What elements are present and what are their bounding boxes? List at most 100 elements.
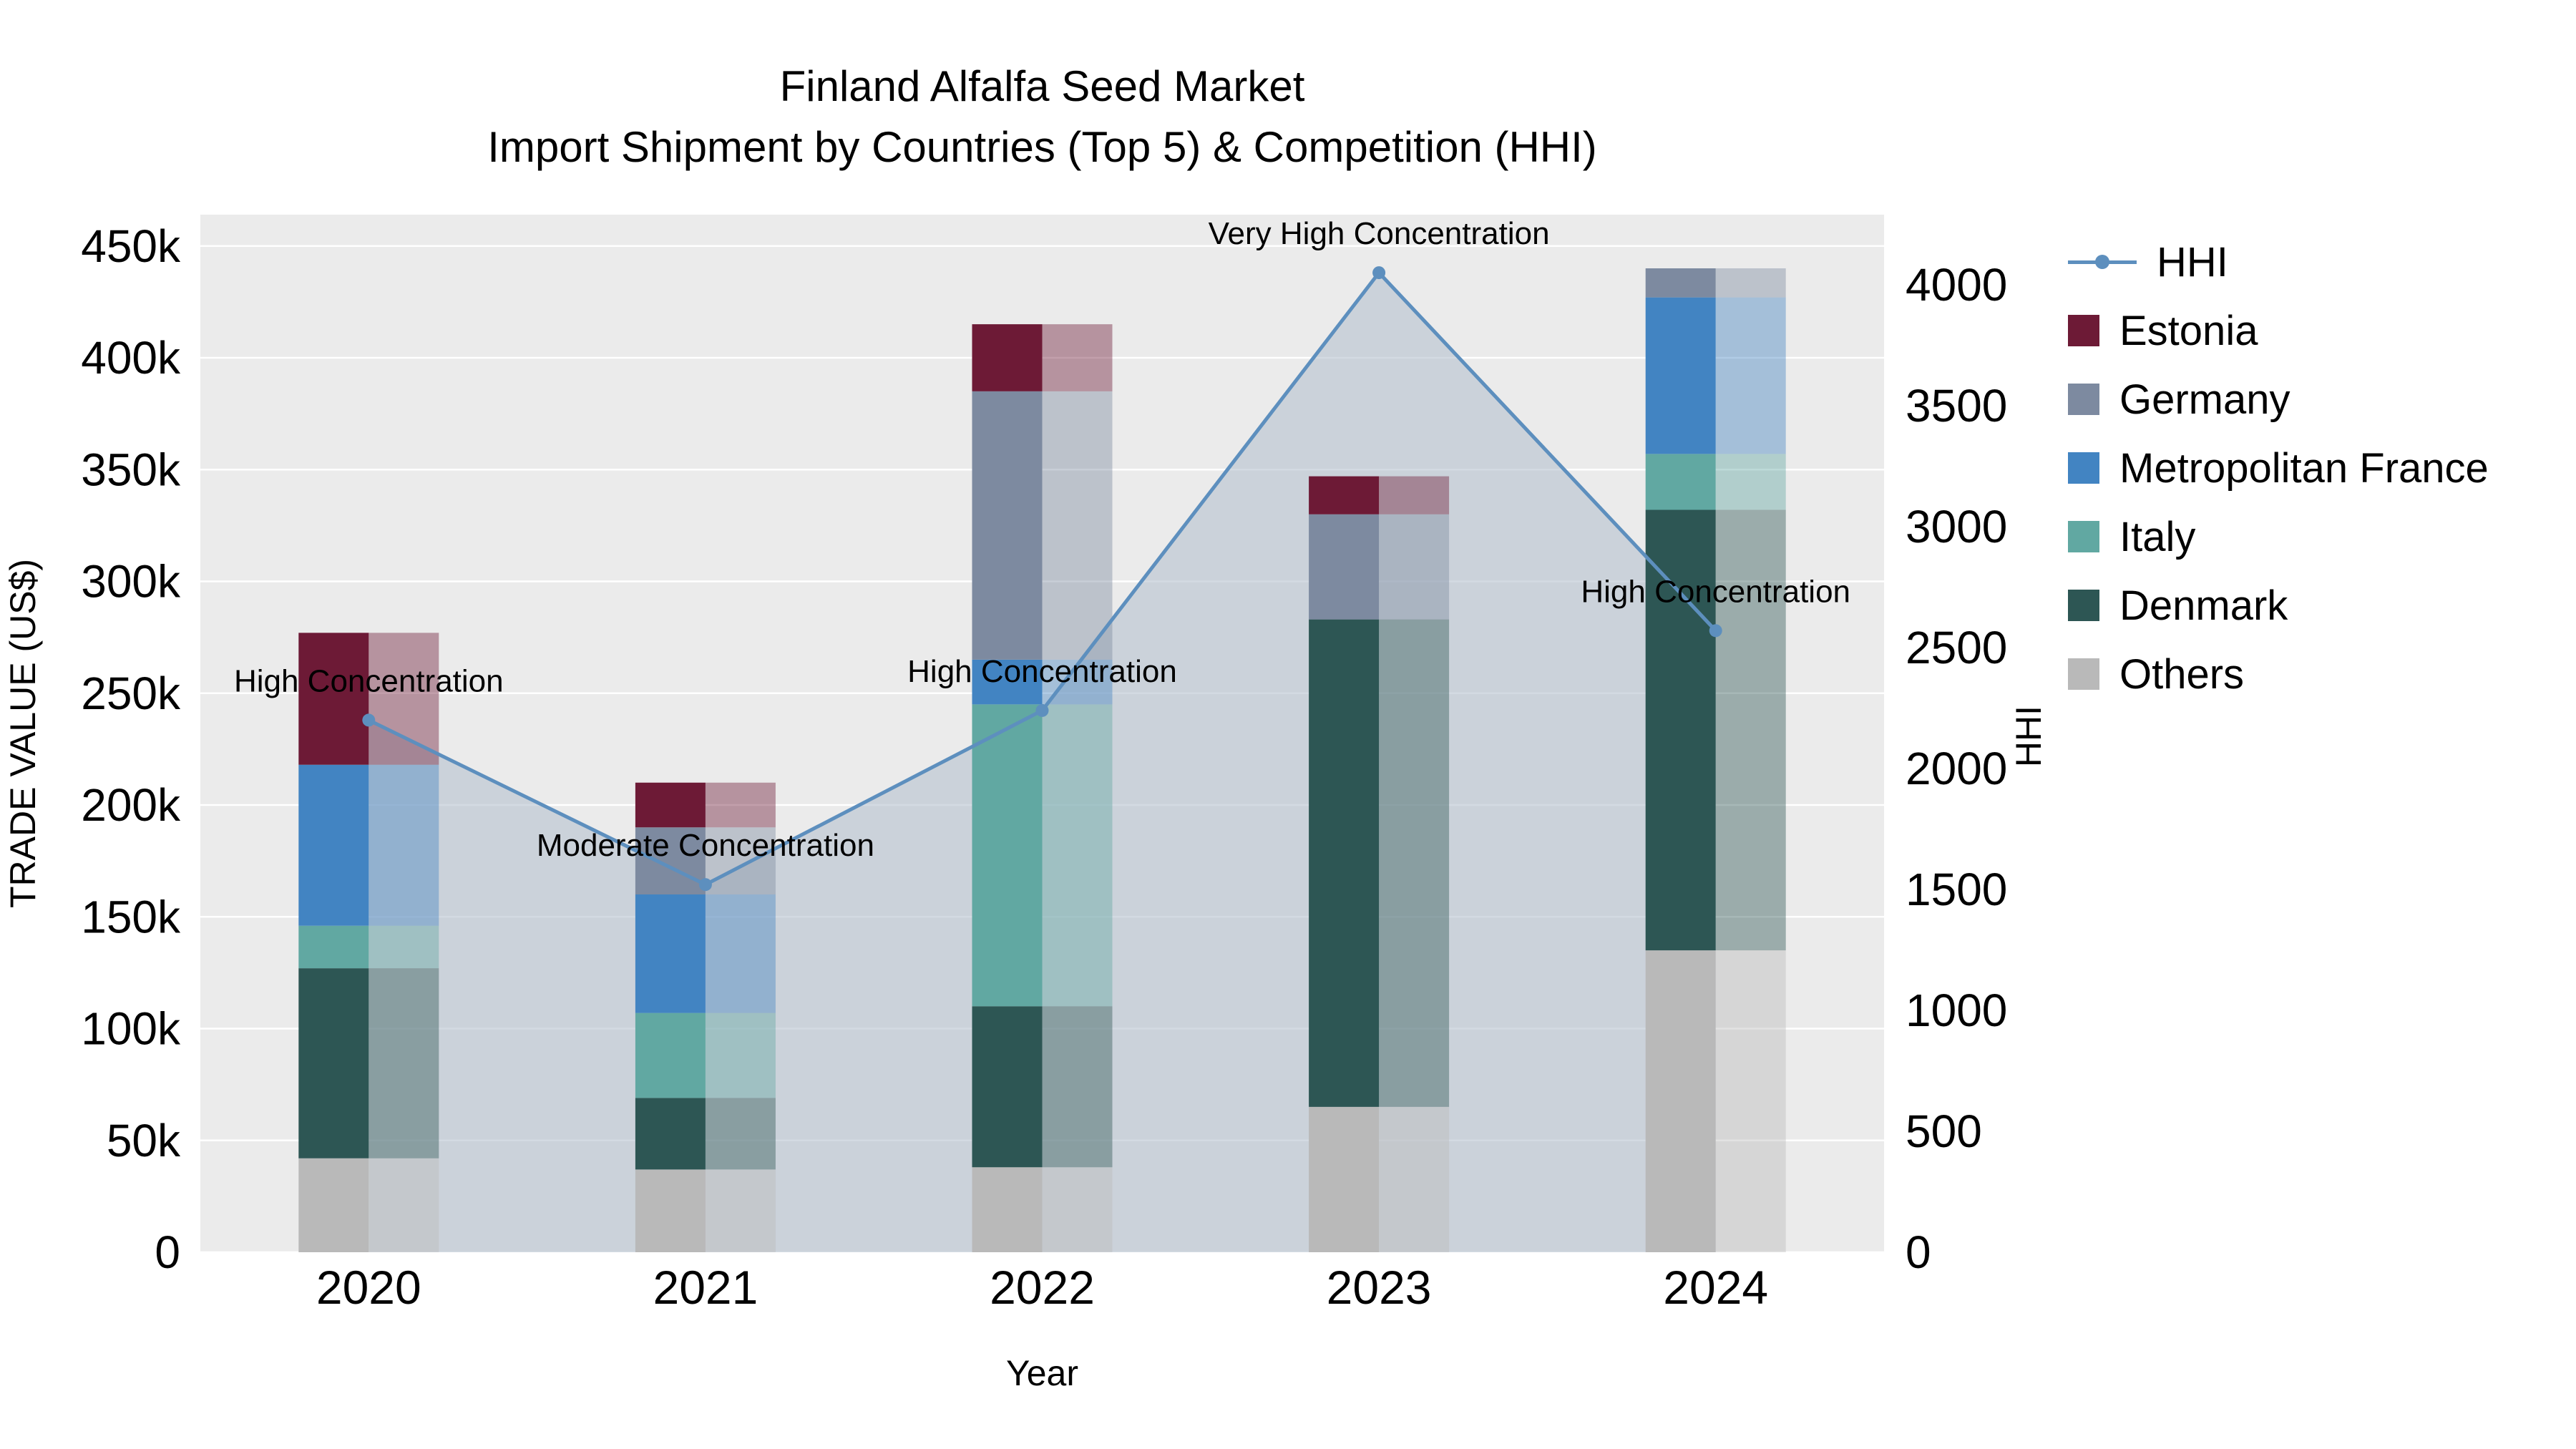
legend-item-estonia[interactable]: Estonia xyxy=(2068,296,2489,365)
bar-segment[interactable] xyxy=(1042,324,1113,391)
bar-segment[interactable] xyxy=(1715,950,1786,1252)
legend-item-italy[interactable]: Italy xyxy=(2068,502,2489,571)
bar-segment[interactable] xyxy=(635,1098,706,1170)
bar-segment[interactable] xyxy=(1645,509,1716,951)
bar-segment[interactable] xyxy=(1715,509,1786,951)
bar-segment[interactable] xyxy=(369,764,439,926)
bar-segment[interactable] xyxy=(298,1158,369,1252)
hhi-marker[interactable] xyxy=(362,713,376,727)
bar-segment[interactable] xyxy=(1645,950,1716,1252)
bar-segment[interactable] xyxy=(635,1169,706,1252)
bar-segment[interactable] xyxy=(972,1006,1043,1168)
bar-segment[interactable] xyxy=(705,1013,776,1098)
bar-segment[interactable] xyxy=(635,1013,706,1098)
bar-segment[interactable] xyxy=(1715,454,1786,510)
annotation: High Concentration xyxy=(907,654,1177,689)
bar-segment[interactable] xyxy=(635,782,706,828)
bar-segment[interactable] xyxy=(369,925,439,969)
x-tick-label: 2022 xyxy=(990,1261,1095,1314)
x-axis-title: Year xyxy=(1005,1353,1079,1393)
bar-segment[interactable] xyxy=(1309,1106,1380,1252)
hhi-marker[interactable] xyxy=(1709,624,1722,638)
bar-segment[interactable] xyxy=(369,1158,439,1252)
annotation: High Concentration xyxy=(234,663,504,698)
bar-segment[interactable] xyxy=(972,391,1043,660)
bar-segment[interactable] xyxy=(369,968,439,1158)
stacked-bars xyxy=(298,268,1786,1252)
y-left-tick-label: 50k xyxy=(107,1115,181,1166)
bar-segment[interactable] xyxy=(298,764,369,926)
bar-segment[interactable] xyxy=(1379,514,1450,620)
bar-segment[interactable] xyxy=(972,659,1043,705)
bar-segment[interactable] xyxy=(1042,1006,1113,1168)
annotation: Moderate Concentration xyxy=(537,828,874,863)
bar-segment[interactable] xyxy=(1042,704,1113,1007)
bar-segment[interactable] xyxy=(298,633,369,765)
bar-segment[interactable] xyxy=(1379,619,1450,1107)
y-left-tick-label: 250k xyxy=(81,668,181,719)
y-left-tick-label: 400k xyxy=(81,332,181,384)
bar-segment[interactable] xyxy=(1042,1167,1113,1252)
y-left-tick-label: 300k xyxy=(81,556,181,608)
hhi-marker[interactable] xyxy=(1035,703,1049,717)
y-left-tick-label: 450k xyxy=(81,220,181,272)
bar-segment[interactable] xyxy=(972,704,1043,1007)
bar-segment[interactable] xyxy=(705,827,776,894)
bar-segment[interactable] xyxy=(1645,454,1716,510)
bar-segment[interactable] xyxy=(705,1098,776,1170)
hhi-marker[interactable] xyxy=(1372,266,1386,280)
chart-title-line2: Import Shipment by Countries (Top 5) & C… xyxy=(487,123,1597,172)
bar-segment[interactable] xyxy=(1309,476,1380,514)
bar-segment[interactable] xyxy=(1645,297,1716,454)
legend-label: HHI xyxy=(2157,238,2228,286)
legend-item-others[interactable]: Others xyxy=(2068,640,2489,708)
bar-segment[interactable] xyxy=(369,633,439,765)
bar-segment[interactable] xyxy=(705,1169,776,1252)
y-left-tick-label: 150k xyxy=(81,891,181,942)
legend-label: Others xyxy=(2119,650,2245,698)
x-tick-label: 2020 xyxy=(316,1261,421,1314)
hhi-line-icon xyxy=(2068,254,2137,270)
bar-segment[interactable] xyxy=(972,324,1043,391)
y-right-tick-label: 2000 xyxy=(1906,743,2007,794)
y-right-tick-label: 3000 xyxy=(1906,501,2007,552)
legend-label: Denmark xyxy=(2119,582,2288,629)
bar-segment[interactable] xyxy=(705,894,776,1013)
y-left-axis-title: TRADE VALUE (US$) xyxy=(3,558,43,909)
legend-item-metropolitan-france[interactable]: Metropolitan France xyxy=(2068,434,2489,502)
bar-segment[interactable] xyxy=(1042,391,1113,660)
bar-segment[interactable] xyxy=(705,782,776,828)
legend-item-germany[interactable]: Germany xyxy=(2068,365,2489,434)
bar-segment[interactable] xyxy=(972,1167,1043,1252)
annotation: Very High Concentration xyxy=(1209,216,1550,251)
x-tick-label: 2021 xyxy=(653,1261,758,1314)
bar-segment[interactable] xyxy=(635,827,706,894)
legend-label: Germany xyxy=(2119,376,2290,423)
bar-segment[interactable] xyxy=(1715,268,1786,298)
legend-swatch-icon xyxy=(2068,452,2099,484)
y-left-tick-label: 100k xyxy=(81,1003,181,1055)
bar-segment[interactable] xyxy=(635,894,706,1013)
bar-segment[interactable] xyxy=(1309,514,1380,620)
bar-segment[interactable] xyxy=(1645,268,1716,298)
bar-segment[interactable] xyxy=(1309,619,1380,1107)
y-left-tick-label: 350k xyxy=(81,444,181,495)
x-tick-label: 2024 xyxy=(1663,1261,1768,1314)
hhi-marker[interactable] xyxy=(698,878,712,892)
legend-swatch-icon xyxy=(2068,315,2099,346)
chart-title-line1: Finland Alfalfa Seed Market xyxy=(779,62,1305,110)
y-right-tick-label: 2500 xyxy=(1906,622,2007,673)
bar-segment[interactable] xyxy=(298,968,369,1158)
x-tick-label: 2023 xyxy=(1327,1261,1432,1314)
legend-item-hhi[interactable]: HHI xyxy=(2068,228,2489,296)
legend-swatch-icon xyxy=(2068,384,2099,415)
y-right-axis-title: HHI xyxy=(2009,705,2049,768)
legend-item-denmark[interactable]: Denmark xyxy=(2068,571,2489,640)
bar-segment[interactable] xyxy=(298,925,369,969)
bar-segment[interactable] xyxy=(1379,1106,1450,1252)
bar-segment[interactable] xyxy=(1379,476,1450,514)
legend-label: Metropolitan France xyxy=(2119,444,2489,492)
bar-segment[interactable] xyxy=(1715,297,1786,454)
